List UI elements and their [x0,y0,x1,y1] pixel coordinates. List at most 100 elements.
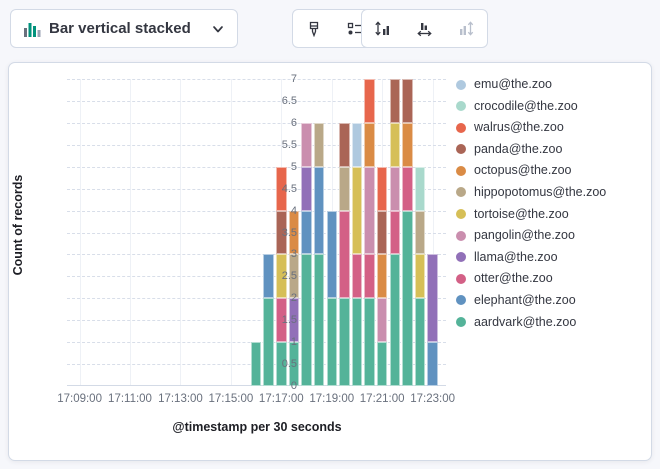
legend-item[interactable]: octopus@the.zoo [456,164,646,177]
bar-segment[interactable] [364,122,375,167]
bar-segment[interactable] [389,210,401,255]
bar-segment[interactable] [351,166,363,255]
bar-segment[interactable] [389,166,401,211]
bar-segment[interactable] [389,79,401,123]
bar-segment[interactable] [364,166,375,255]
bar-segment[interactable] [250,342,262,386]
bar-segment[interactable] [301,166,312,211]
legend-item[interactable]: panda@the.zoo [456,141,646,156]
legend-item[interactable]: walrus@the.zoo [456,121,646,134]
legend-label: aardvark@the.zoo [474,314,577,329]
bottom-axis-button[interactable] [403,9,446,48]
visual-options-button[interactable] [292,9,335,48]
bar-segment[interactable] [263,254,274,299]
brush-icon [306,21,322,37]
legend-item[interactable]: tortoise@the.zoo [456,207,646,221]
bar-segment[interactable] [414,166,426,211]
legend-item[interactable]: elephant@the.zoo [456,293,646,307]
chart-type-dropdown[interactable]: Bar vertical stacked [10,9,238,48]
y-tick-label: 0.5 [281,358,297,371]
bar-segment[interactable] [276,342,287,386]
horizontal-gridline [67,276,446,278]
bar-segment[interactable] [276,254,287,299]
legend-color-dot [456,295,466,306]
bar-segment[interactable] [376,210,388,255]
legend-label: pangolin@the.zoo [474,228,575,243]
bar-segment[interactable] [376,342,388,386]
right-axis-button-disabled[interactable] [445,9,488,48]
bar-segment[interactable] [288,298,300,343]
legend-item[interactable]: hippopotomus@the.zoo [456,185,646,199]
bar-segment[interactable] [364,254,375,299]
bar-segment[interactable] [326,210,337,299]
horizontal-gridline [67,298,446,300]
left-axis-button[interactable] [361,9,404,48]
y-tick-label: 6 [290,116,297,129]
bar-segment[interactable] [402,210,413,386]
bar-segment[interactable] [339,122,350,167]
bar-segment[interactable] [364,79,375,123]
legend-item[interactable]: emu@the.zoo [456,78,646,91]
bar-segment[interactable] [339,210,350,299]
bar-segment[interactable] [376,298,388,343]
bar-segment[interactable] [351,254,363,299]
bar-segment[interactable] [351,122,363,167]
bar-segment[interactable] [427,254,438,343]
bar-segment[interactable] [301,254,312,386]
legend-label: octopus@the.zoo [474,163,572,178]
bar-segment[interactable] [276,166,287,211]
x-tick-label: 17:21:00 [359,393,405,405]
bar-segment[interactable] [402,79,413,123]
horizontal-gridline [67,122,446,124]
legend-color-dot [456,187,466,198]
bar-segment[interactable] [351,298,363,386]
legend-label: panda@the.zoo [474,141,563,156]
legend-label: otter@the.zoo [474,271,553,286]
bar-segment[interactable] [339,298,350,386]
y-tick-label: 1.5 [281,314,297,327]
bar-segment[interactable] [402,122,413,167]
bar-segment[interactable] [313,254,325,386]
bar-chart-icon [23,20,41,38]
bar-segment[interactable] [326,298,337,386]
bar-segment[interactable] [288,210,300,255]
bar-segment[interactable] [288,342,300,386]
x-axis-title: @timestamp per 30 seconds [172,420,342,434]
legend-list-icon [347,21,363,37]
bar-segment[interactable] [389,254,401,386]
bar-segment[interactable] [276,210,287,255]
bar-segment[interactable] [339,166,350,211]
chart-legend: emu@the.zoo crocodile@the.zoo walrus@the.z… [456,78,646,329]
bar-segment[interactable] [301,122,312,167]
y-tick-label: 3 [290,248,297,261]
bar-segment[interactable] [427,342,438,386]
y-tick-label: 7 [290,73,297,85]
bar-segment[interactable] [414,210,426,255]
bar-segment[interactable] [376,166,388,211]
x-tick-label: 17:19:00 [309,393,355,405]
bar-segment[interactable] [376,254,388,299]
legend-item[interactable]: crocodile@the.zoo [456,99,646,113]
horizontal-gridline [67,320,446,322]
bar-segment[interactable] [364,298,375,386]
vertical-axis-icon [374,20,391,37]
legend-item[interactable]: aardvark@the.zoo [456,314,646,329]
legend-item[interactable]: otter@the.zoo [456,272,646,285]
bar-segment[interactable] [402,166,413,211]
bar-segment[interactable] [276,298,287,343]
legend-item[interactable]: pangolin@the.zoo [456,229,646,242]
bar-segment[interactable] [288,254,300,299]
y-tick-label: 4 [290,204,297,217]
x-tick-label: 17:23:00 [410,393,455,405]
bar-segment[interactable] [414,254,426,299]
bar-segment[interactable] [414,298,426,386]
bar-segment[interactable] [263,298,274,386]
legend-item[interactable]: llama@the.zoo [456,249,646,264]
legend-label: llama@the.zoo [474,249,558,264]
y-axis-title: Count of records [11,174,25,276]
bar-segment[interactable] [313,166,325,255]
horizontal-gridline [67,210,446,212]
bar-segment[interactable] [313,122,325,167]
bar-segment[interactable] [389,122,401,167]
bar-segment[interactable] [301,210,312,255]
